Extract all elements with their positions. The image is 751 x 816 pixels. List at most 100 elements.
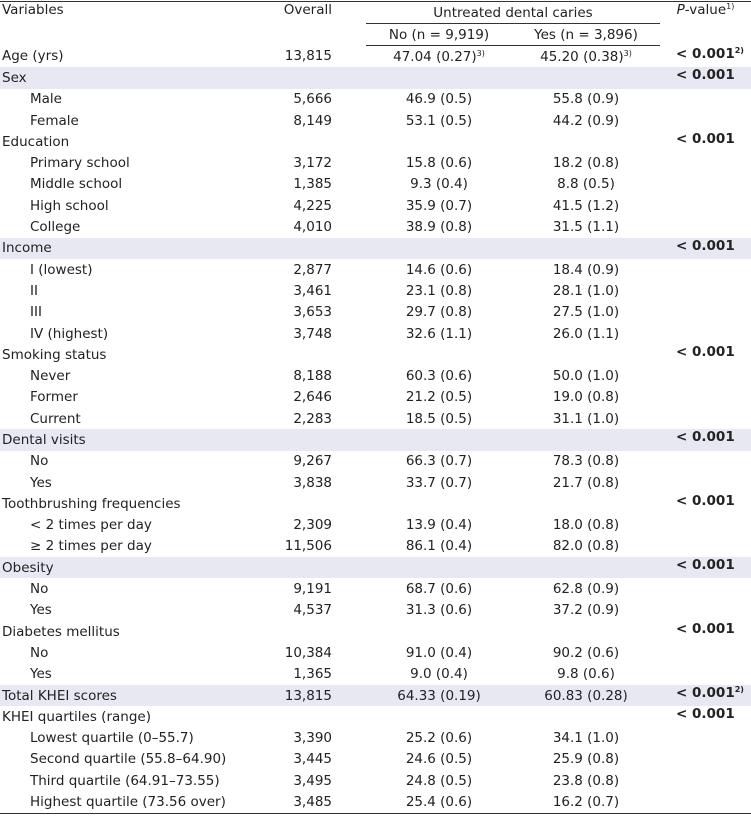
p-cell: < 0.0012) (660, 46, 751, 68)
variable-cell: KHEI quartiles (range) (0, 706, 268, 727)
variable-cell-text: Education (2, 133, 70, 150)
spacer (334, 664, 366, 685)
spacer (334, 600, 366, 621)
spacer (334, 2, 366, 46)
spacer (334, 642, 366, 663)
yes-cell (512, 493, 660, 514)
spacer (334, 237, 366, 259)
p-cell-text: < 0.001 (676, 67, 735, 84)
section-row: Smoking status < 0.001 (0, 344, 751, 365)
spacer (334, 387, 366, 408)
variable-cell: No (0, 578, 268, 599)
overall-cell: 3,838 (268, 472, 334, 493)
section-row: Income < 0.001 (0, 237, 751, 259)
no-cell-text: 68.7 (0.6) (405, 581, 473, 598)
yes-cell: 55.8 (0.9) (512, 89, 660, 110)
yes-cell (512, 429, 660, 451)
spacer (334, 46, 366, 68)
variable-cell-text: Third quartile (64.91–73.55) (30, 772, 220, 789)
item-row: Second quartile (55.8–64.90) 3,445 24.6 (0… (0, 749, 751, 770)
p-cell (660, 451, 751, 472)
p-cell-text: < 0.001 (676, 706, 735, 723)
p-cell: < 0.001 (660, 344, 751, 365)
yes-cell: 62.8 (0.9) (512, 578, 660, 599)
table-body: Age (yrs) 13,815 47.04 (0.27)3) 45.20 (0.38… (0, 46, 751, 814)
no-cell (366, 237, 512, 259)
yes-cell-text: 90.2 (0.6) (552, 644, 620, 661)
variable-cell-text: Obesity (2, 559, 54, 576)
p-cell (660, 387, 751, 408)
yes-cell (512, 706, 660, 727)
p-cell: < 0.0012) (660, 684, 751, 707)
overall-cell: 13,815 (268, 46, 334, 68)
footnote-mark: 1) (726, 2, 735, 11)
overall-cell (268, 131, 334, 152)
item-row: III 3,653 29.7 (0.8) 27.5 (1.0) (0, 302, 751, 323)
yes-cell-text: 23.8 (0.8) (552, 772, 620, 789)
yes-cell-text: 18.0 (0.8) (552, 517, 620, 534)
no-cell (366, 621, 512, 642)
overall-cell: 3,390 (268, 728, 334, 749)
variable-cell: Obesity (0, 557, 268, 579)
no-cell (366, 344, 512, 365)
spacer (334, 408, 366, 429)
p-cell-text: < 0.001 (676, 493, 735, 510)
p-cell (660, 89, 751, 110)
overall-cell: 3,653 (268, 302, 334, 323)
yes-cell: 27.5 (1.0) (512, 302, 660, 323)
variable-cell-text: < 2 times per day (30, 517, 152, 534)
spacer (334, 67, 366, 89)
variable-cell: ≥ 2 times per day (0, 536, 268, 557)
overall-cell-text: 4,010 (293, 219, 332, 236)
p-cell (660, 536, 751, 557)
overall-cell-text: 10,384 (284, 644, 332, 661)
yes-cell-text: 16.2 (0.7) (552, 794, 620, 811)
variable-cell-text: Former (30, 389, 78, 406)
no-cell: 38.9 (0.8) (366, 216, 512, 237)
spacer (334, 110, 366, 131)
yes-cell (512, 557, 660, 579)
no-cell-text: 24.6 (0.5) (405, 751, 473, 768)
section-row: Toothbrushing frequencies < 0.001 (0, 493, 751, 514)
yes-cell: 82.0 (0.8) (512, 536, 660, 557)
no-cell-text: 66.3 (0.7) (405, 453, 473, 470)
no-cell (366, 706, 512, 727)
p-cell (660, 578, 751, 599)
p-cell-text: < 0.001 (676, 429, 735, 446)
overall-cell: 4,537 (268, 600, 334, 621)
overall-cell-text: 3,390 (293, 730, 332, 747)
variable-cell-text: Income (2, 240, 52, 257)
no-cell-text: 15.8 (0.6) (405, 155, 473, 172)
overall-cell (268, 557, 334, 579)
yes-cell-text: 55.8 (0.9) (552, 91, 620, 108)
no-cell: 9.3 (0.4) (366, 174, 512, 195)
section-row: Dental visits < 0.001 (0, 429, 751, 451)
no-cell-text: 60.3 (0.6) (405, 368, 473, 385)
no-cell: 9.0 (0.4) (366, 664, 512, 685)
overall-cell (268, 621, 334, 642)
overall-cell (268, 237, 334, 259)
yes-cell-text: 25.9 (0.8) (552, 751, 620, 768)
p-cell (660, 770, 751, 791)
overall-cell-text: 9,191 (293, 581, 332, 598)
spacer (334, 89, 366, 110)
variable-cell-text: IV (highest) (30, 325, 109, 342)
no-cell (366, 131, 512, 152)
p-cell (660, 174, 751, 195)
spacer (334, 344, 366, 365)
variable-cell-text: Toothbrushing frequencies (2, 495, 181, 512)
variable-cell-text: Never (30, 368, 71, 385)
p-cell (660, 365, 751, 386)
no-cell: 25.4 (0.6) (366, 791, 512, 813)
header-cell: Yes (n = 3,896) (512, 23, 660, 46)
variable-cell: Male (0, 89, 268, 110)
p-cell (660, 749, 751, 770)
header-cell: No (n = 9,919) (366, 23, 512, 46)
no-cell-text: 14.6 (0.6) (405, 261, 473, 278)
p-cell (660, 472, 751, 493)
p-cell (660, 195, 751, 216)
p-cell-text: < 0.001 (676, 344, 735, 361)
variable-cell: Diabetes mellitus (0, 621, 268, 642)
item-row: Current 2,283 18.5 (0.5) 31.1 (1.0) (0, 408, 751, 429)
